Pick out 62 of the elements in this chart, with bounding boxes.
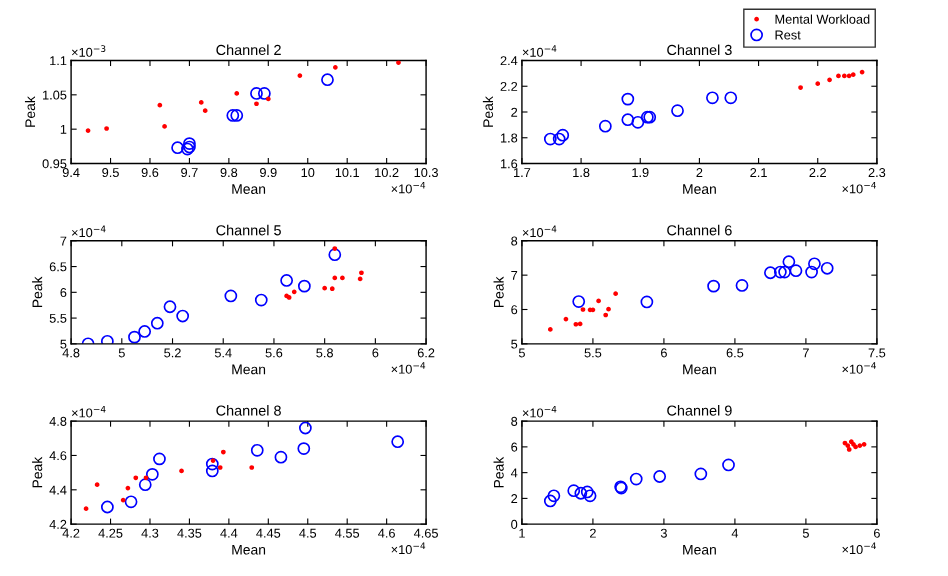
point <box>138 325 152 338</box>
point <box>543 494 557 508</box>
point <box>274 450 288 464</box>
point <box>694 467 708 481</box>
point <box>631 115 645 129</box>
point <box>583 489 597 503</box>
point <box>567 484 581 498</box>
point <box>706 91 719 105</box>
point <box>205 457 219 471</box>
point <box>224 289 238 303</box>
point <box>782 255 796 269</box>
point <box>150 316 164 330</box>
point <box>820 261 834 275</box>
point <box>226 109 240 122</box>
point <box>574 486 588 500</box>
point <box>250 87 263 100</box>
point <box>724 91 738 105</box>
point <box>789 264 803 278</box>
point <box>328 248 342 262</box>
point <box>100 500 114 514</box>
point <box>808 257 821 271</box>
point <box>598 119 612 133</box>
point <box>671 104 684 118</box>
point <box>621 92 635 106</box>
point <box>640 295 654 309</box>
point <box>297 442 311 455</box>
point <box>778 265 791 279</box>
point <box>176 309 190 323</box>
point <box>183 137 196 150</box>
point <box>250 443 264 457</box>
point <box>722 458 735 472</box>
point <box>254 293 268 307</box>
point <box>764 266 777 280</box>
point <box>707 279 721 293</box>
point <box>321 73 334 87</box>
point <box>773 265 787 279</box>
point <box>205 464 219 478</box>
point <box>280 274 294 287</box>
point <box>298 421 312 435</box>
point <box>100 334 114 344</box>
point <box>163 300 177 314</box>
point <box>805 265 818 279</box>
point <box>547 489 561 503</box>
point <box>391 435 405 449</box>
point <box>556 128 570 142</box>
point <box>145 467 159 481</box>
point <box>171 141 184 155</box>
point <box>230 109 244 122</box>
point <box>128 330 141 344</box>
point <box>543 132 557 146</box>
point <box>572 295 586 308</box>
point <box>580 485 594 499</box>
point <box>138 478 152 492</box>
point <box>153 452 166 466</box>
point <box>735 279 749 292</box>
point <box>257 87 271 100</box>
point <box>621 113 635 127</box>
point <box>629 472 643 486</box>
point <box>653 470 667 483</box>
point <box>124 495 138 509</box>
point <box>552 132 566 146</box>
point <box>297 279 311 293</box>
